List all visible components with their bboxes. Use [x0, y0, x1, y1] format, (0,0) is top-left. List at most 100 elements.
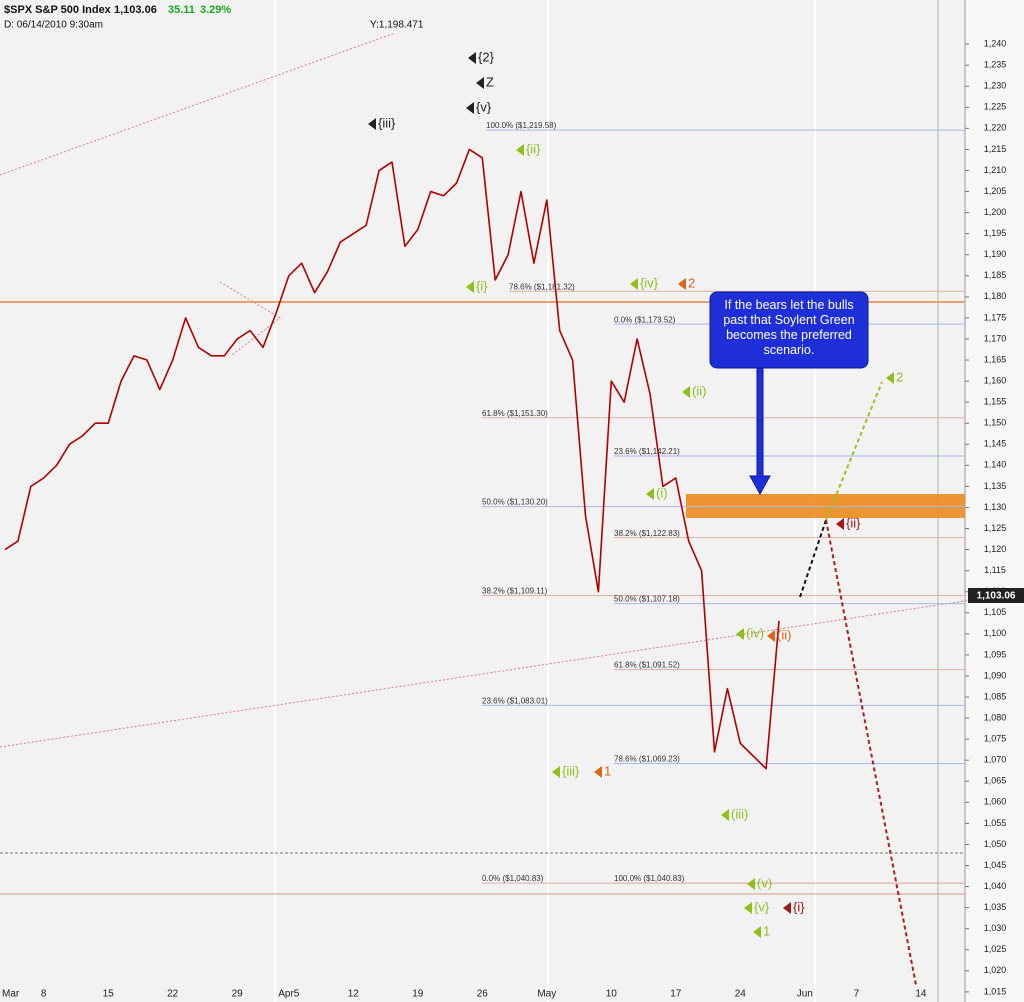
wave-label: Z [486, 74, 494, 89]
wave-marker [552, 766, 560, 778]
y-tick-label: 1,135 [984, 481, 1007, 491]
wave-marker [682, 386, 690, 398]
wave-marker [646, 488, 654, 500]
title: $SPX S&P 500 Index [4, 4, 112, 16]
y-tick-label: 1,200 [984, 207, 1007, 217]
trend-line [0, 32, 396, 176]
last-price: 1,103.06 [114, 4, 157, 16]
x-tick-label: Jun [797, 989, 813, 1000]
y-tick-label: 1,155 [984, 397, 1007, 407]
wave-label: (i) [656, 485, 668, 500]
wave-marker [736, 628, 744, 640]
wave-label: 2 [896, 369, 903, 384]
wave-label: (ii) [777, 627, 791, 642]
fib-label: 61.8% ($1,091.52) [614, 661, 680, 670]
wave-marker [747, 878, 755, 890]
x-tick-label: 14 [915, 989, 927, 1000]
y-tick-label: 1,105 [984, 607, 1007, 617]
y-tick-label: 1,065 [984, 776, 1007, 786]
y-tick-label: 1,090 [984, 670, 1007, 680]
fib-label: 78.6% ($1,181.32) [509, 282, 575, 291]
x-tick-label: Mar [2, 989, 20, 1000]
y-tick-label: 1,225 [984, 102, 1007, 112]
wave-label: {iii} [562, 763, 580, 778]
y-tick-label: 1,040 [984, 881, 1007, 891]
wave-label: {iv} [640, 275, 659, 290]
wave-marker [516, 144, 524, 156]
wave-marker [678, 278, 686, 290]
x-tick-label: 15 [103, 989, 115, 1000]
wave-marker [466, 102, 474, 114]
wave-label: {ii} [846, 515, 861, 530]
y-tick-label: 1,075 [984, 734, 1007, 744]
x-tick-label: 22 [167, 989, 179, 1000]
y-tick-label: 1,215 [984, 144, 1007, 154]
x-tick-label: 10 [606, 989, 618, 1000]
change-pct: 3.29% [200, 4, 231, 16]
y-tick-label: 1,195 [984, 228, 1007, 238]
callout-box [709, 291, 869, 369]
wave-marker [767, 630, 775, 642]
fib-label: 78.6% ($1,069.23) [614, 755, 680, 764]
wave-label: {v} [754, 899, 770, 914]
y-tick-label: 1,165 [984, 354, 1007, 364]
y-tick-label: 1,175 [984, 312, 1007, 322]
resistance-zone [686, 494, 965, 518]
fib-label: 50.0% ($1,130.20) [482, 498, 548, 507]
wave-marker [476, 77, 484, 89]
y-tick-label: 1,070 [984, 755, 1007, 765]
y-tick-label: 1,015 [984, 986, 1007, 996]
wave-label: {i} [476, 278, 488, 293]
y-tick-label: 1,125 [984, 523, 1007, 533]
y-tick-label: 1,120 [984, 544, 1007, 554]
wave-marker [630, 278, 638, 290]
y-tick-label: 1,145 [984, 439, 1007, 449]
wave-label: 2 [688, 275, 695, 290]
y-tick-label: 1,140 [984, 460, 1007, 470]
wave-label: (iv) [746, 625, 764, 640]
fib-label: 23.6% ($1,083.01) [482, 697, 548, 706]
y-tick-label: 1,055 [984, 818, 1007, 828]
wave-marker [783, 902, 791, 914]
y-tick-label: 1,085 [984, 691, 1007, 701]
x-tick-label: 12 [348, 989, 360, 1000]
x-tick-label: 19 [412, 989, 424, 1000]
y-tick-label: 1,050 [984, 839, 1007, 849]
x-tick-label: 24 [735, 989, 747, 1000]
wave-marker [886, 372, 894, 384]
fib-label: 23.6% ($1,142.21) [614, 447, 680, 456]
fib-label: 100.0% ($1,040.83) [614, 874, 685, 883]
layer: {2} Z {v} {iii} {ii} {i} {iv} 2 (ii) (i) {iii} 1 (iv… [368, 49, 903, 938]
y-tick-label: 1,025 [984, 944, 1007, 954]
wave-marker [836, 518, 844, 530]
change: 35.11 [168, 4, 195, 16]
wave-label: 1 [763, 923, 770, 938]
fib-label: 61.8% ($1,151.30) [482, 409, 548, 418]
fib-label: 38.2% ($1,122.83) [614, 529, 680, 538]
y-tick-label: 1,185 [984, 270, 1007, 280]
wave-label: {ii} [526, 141, 541, 156]
y-tick-label: 1,180 [984, 291, 1007, 301]
y-tick-label: 1,030 [984, 923, 1007, 933]
wave-marker [368, 118, 376, 130]
wave-label: {iii} [378, 115, 396, 130]
callout-arrow [749, 367, 771, 496]
cursor-info: Y:1,198.471 [370, 20, 424, 31]
layer: 1,015 1,020 1,025 1,030 1,035 1,040 1,045 1,050… [2, 38, 1006, 999]
y-tick-label: 1,230 [984, 81, 1007, 91]
trend-line [0, 591, 1024, 748]
y-tick-label: 1,210 [984, 165, 1007, 175]
x-tick-label: 7 [854, 989, 860, 1000]
x-tick-label: 17 [670, 989, 682, 1000]
y-tick-label: 1,095 [984, 649, 1007, 659]
y-tick-label: 1,190 [984, 249, 1007, 259]
wave-marker [721, 809, 729, 821]
y-tick-label: 1,100 [984, 628, 1007, 638]
fib-label: 100.0% ($1,219.58) [486, 121, 557, 130]
y-tick-label: 1,240 [984, 38, 1007, 48]
fib-label: 0.0% ($1,173.52) [614, 315, 676, 324]
x-tick-label: 8 [41, 989, 47, 1000]
y-tick-label: 1,205 [984, 186, 1007, 196]
